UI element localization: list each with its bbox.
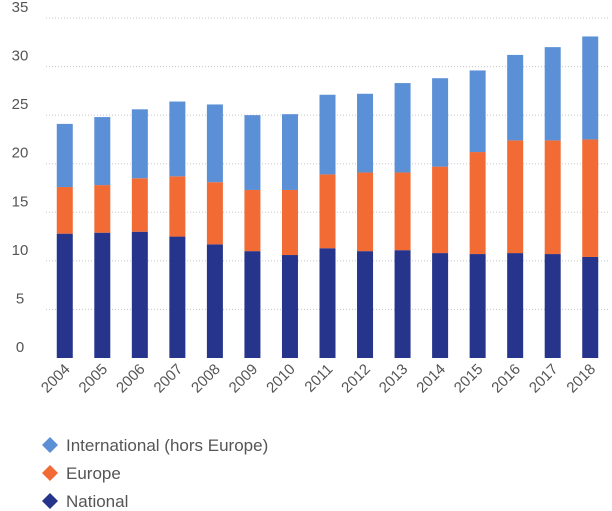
bar-segment (94, 185, 111, 233)
bar-segment (507, 140, 524, 254)
bar-segment (131, 231, 148, 358)
bar-segment (281, 114, 298, 190)
y-tick-label: 35 (12, 0, 29, 16)
x-tick-label: 2013 (376, 361, 412, 397)
y-tick-label: 25 (12, 96, 29, 113)
bar-segment (56, 233, 73, 358)
bar-segment (582, 256, 599, 358)
x-tick-label: 2006 (113, 361, 149, 397)
bar-segment (394, 83, 411, 173)
x-tick-label: 2016 (488, 361, 524, 397)
bar-segment (94, 232, 111, 358)
legend-label: International (hors Europe) (66, 436, 268, 455)
bar-segment (432, 253, 449, 358)
bar-segment (244, 115, 261, 190)
bar-segment (56, 187, 73, 234)
x-tick-label: 2007 (151, 361, 187, 397)
y-tick-label: 0 (16, 339, 24, 356)
bar-segment (244, 189, 261, 252)
bar-segment (469, 254, 486, 358)
legend-label: Europe (66, 464, 121, 483)
x-tick-label: 2004 (38, 361, 74, 397)
bar-segment (544, 254, 561, 358)
x-tick-label: 2015 (451, 361, 487, 397)
bar-segment (206, 244, 223, 358)
x-tick-label: 2012 (338, 361, 374, 397)
y-tick-label: 15 (12, 193, 29, 210)
bar-segment (169, 176, 186, 237)
x-tick-label: 2017 (526, 361, 562, 397)
bar-segment (56, 123, 73, 188)
x-tick-label: 2005 (76, 361, 112, 397)
x-tick-label: 2011 (301, 361, 336, 396)
legend-marker (42, 465, 58, 481)
bar-segment (319, 248, 336, 358)
bar-segment (281, 189, 298, 256)
y-tick-label: 30 (12, 48, 29, 65)
bar-segment (357, 172, 374, 252)
bar-segment (131, 109, 148, 179)
bar-segment (169, 101, 186, 177)
bar-segment (582, 139, 599, 257)
bar-segment (206, 104, 223, 183)
bar-segment (131, 178, 148, 232)
bar-segment (469, 70, 486, 153)
y-tick-label: 10 (12, 242, 29, 259)
bar-segment (544, 140, 561, 255)
legend-marker (42, 437, 58, 453)
bar-segment (394, 172, 411, 251)
bar-segment (357, 93, 374, 173)
bar-segment (281, 255, 298, 358)
legend-marker (42, 493, 58, 509)
x-tick-label: 2018 (563, 361, 599, 397)
bar-segment (319, 174, 336, 249)
legend-label: National (66, 492, 128, 511)
x-tick-label: 2010 (263, 361, 299, 397)
bar-segment (206, 182, 223, 245)
bar-segment (469, 152, 486, 255)
bar-segment (394, 250, 411, 358)
bar-segment (432, 166, 449, 254)
bar-segment (507, 54, 524, 141)
bar-segment (319, 94, 336, 175)
x-tick-label: 2009 (226, 361, 262, 397)
x-tick-label: 2008 (188, 361, 224, 397)
bar-segment (357, 251, 374, 358)
bar-segment (544, 47, 561, 141)
y-tick-label: 20 (12, 145, 29, 162)
bar-segment (244, 251, 261, 358)
x-tick-label: 2014 (413, 361, 449, 397)
bar-segment (507, 253, 524, 358)
bar-segment (94, 117, 111, 186)
bar-segment (582, 36, 599, 140)
y-tick-label: 5 (16, 290, 24, 307)
bar-segment (432, 78, 449, 167)
bar-segment (169, 236, 186, 358)
